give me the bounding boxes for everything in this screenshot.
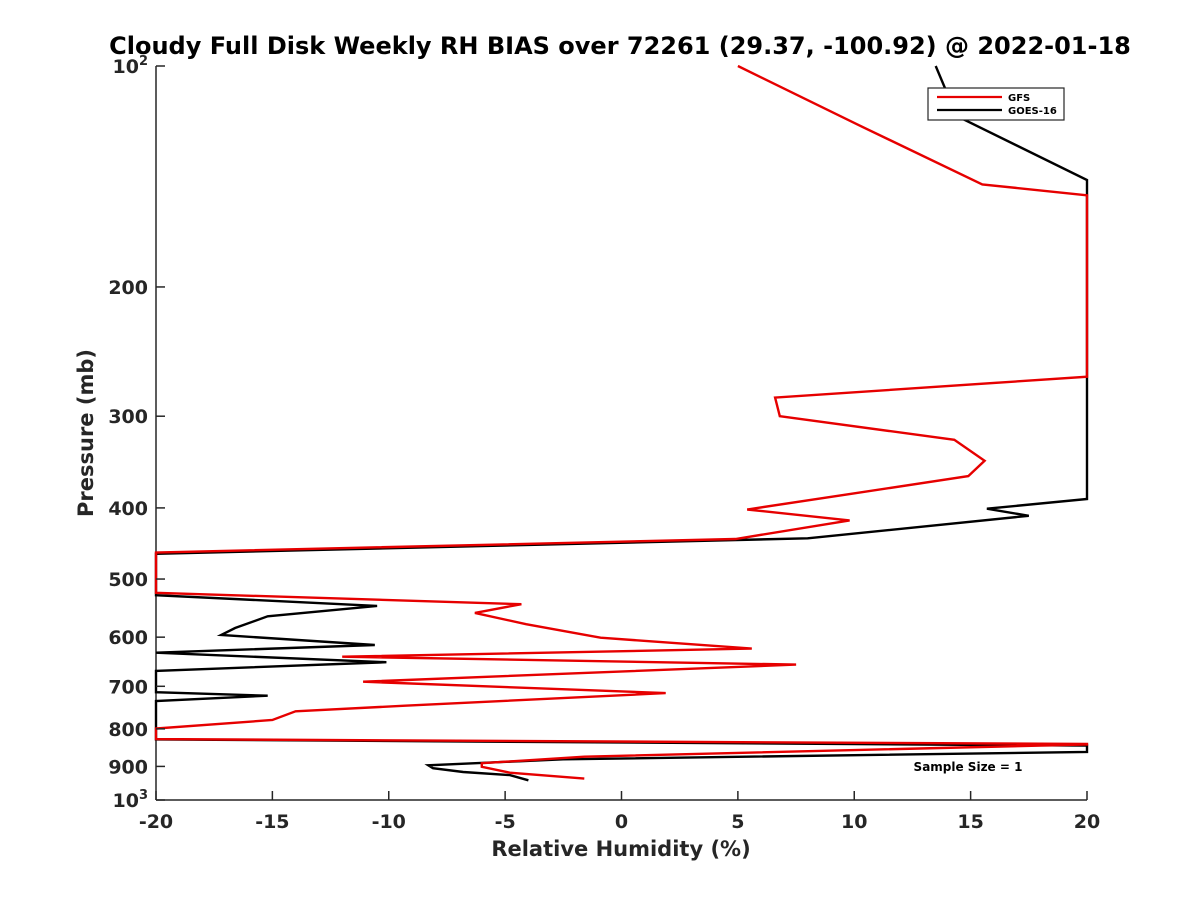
y-tick-label: 600 (108, 627, 148, 649)
x-tick-label: 0 (615, 811, 628, 833)
legend-label-goes16: GOES-16 (1008, 106, 1057, 117)
x-tick-label: 15 (957, 811, 983, 833)
x-ticks: -20 -15 -10 -5 0 5 10 15 20 (139, 791, 1100, 833)
x-tick-label: 5 (731, 811, 744, 833)
y-tick-label: 300 (108, 406, 148, 428)
series-line-goes-16 (154, 65, 1089, 782)
x-tick-label: 10 (841, 811, 867, 833)
legend-box (927, 87, 1065, 121)
y-tick-label: 700 (108, 676, 148, 698)
legend: GFS GOES-16 (927, 87, 1065, 121)
series-layer (154, 64, 1089, 782)
y-axis-label: Pressure (mb) (74, 349, 98, 517)
x-tick-label: -15 (255, 811, 289, 833)
sample-size-annotation: Sample Size = 1 (914, 760, 1023, 774)
x-tick-label: -10 (372, 811, 406, 833)
legend-label-gfs: GFS (1008, 93, 1030, 104)
y-tick-label: 800 (108, 719, 148, 741)
plot-area (155, 66, 1087, 801)
x-tick-label: -20 (139, 811, 173, 833)
y-tick-label: 103 (113, 788, 149, 812)
y-tick-label: 102 (113, 54, 149, 78)
y-tick-label: 900 (108, 756, 148, 778)
y-ticks: 102 200 300 400 500 600 700 800 900 103 (108, 54, 165, 812)
series-line-gfs (154, 64, 1089, 780)
x-axis-label: Relative Humidity (%) (491, 837, 750, 861)
chart-title: Cloudy Full Disk Weekly RH BIAS over 722… (109, 32, 1131, 60)
x-tick-label: -5 (495, 811, 516, 833)
x-tick-label: 20 (1074, 811, 1100, 833)
y-tick-label: 200 (108, 277, 148, 299)
y-tick-label: 500 (108, 569, 148, 591)
y-tick-label: 400 (108, 498, 148, 520)
